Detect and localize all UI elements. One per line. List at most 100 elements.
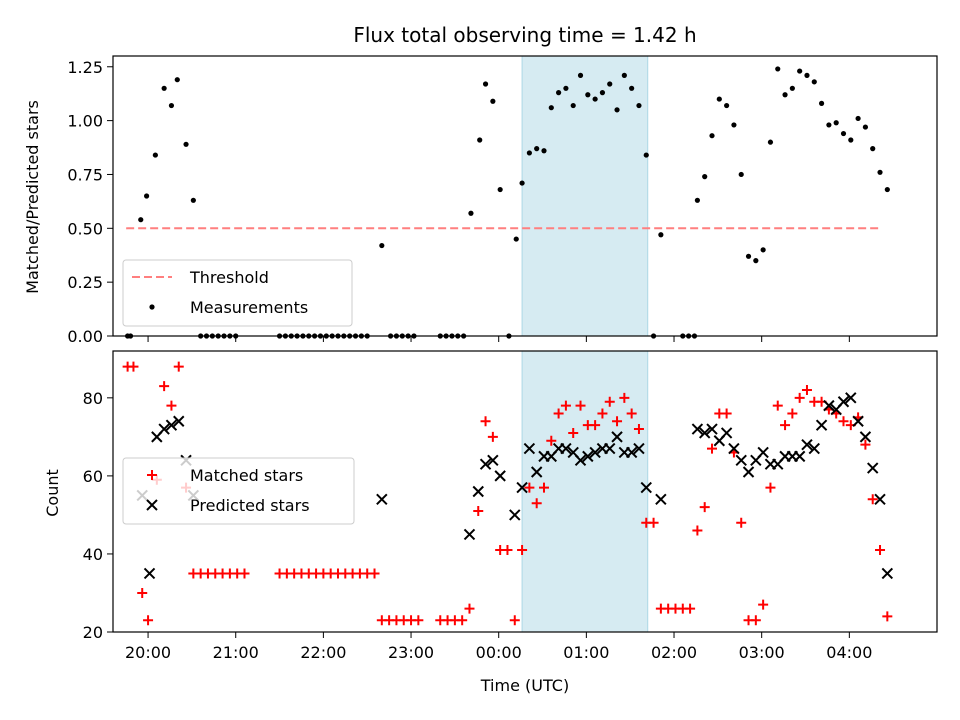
matched-stars-point <box>750 615 761 626</box>
predicted-stars-point <box>815 419 828 431</box>
matched-stars-point <box>685 603 696 614</box>
matched-stars-point <box>838 416 849 427</box>
panel-counts: 20 40 60 80 20:00 21:00 22:00 23:00 00:00 01:00 02… <box>83 350 938 662</box>
measurement-point <box>190 197 196 203</box>
matched-stars-point <box>699 502 710 513</box>
matched-stars-point <box>568 427 579 438</box>
observing-window-band <box>521 55 649 337</box>
measurement-point <box>497 186 503 193</box>
matched-stars-point <box>487 431 498 442</box>
matched-stars-point <box>612 416 623 427</box>
measurement-point <box>556 90 562 96</box>
matched-stars-point <box>758 599 769 610</box>
matched-stars-point <box>860 439 871 450</box>
matched-stars-point <box>597 408 608 419</box>
predicted-stars-point <box>881 567 894 580</box>
measurement-point <box>694 197 700 203</box>
chart-title: Flux total observing time = 1.42 h <box>353 23 696 47</box>
matched-stars-point <box>626 408 637 419</box>
matched-stars-point <box>457 615 468 626</box>
matched-stars-point <box>553 408 564 419</box>
measurement-point <box>709 133 715 139</box>
predicted-stars-point <box>640 481 652 494</box>
matched-stars-point <box>502 545 513 556</box>
x-tick-label: 03:00 <box>739 643 785 662</box>
y-tick-label: 40 <box>83 545 103 564</box>
matched-stars-point <box>794 392 805 403</box>
legend-label: Predicted stars <box>190 496 310 515</box>
axes-frame <box>112 350 938 633</box>
observing-window-band <box>521 350 649 633</box>
measurement-point <box>534 146 540 152</box>
predicted-stars-point <box>655 493 667 506</box>
predicted-stars-point <box>837 396 850 408</box>
matched-stars-point <box>648 517 659 528</box>
measurement-point <box>468 210 474 216</box>
measurement-point <box>797 68 803 74</box>
y-tick-label: 80 <box>83 389 103 408</box>
legend-label: Matched stars <box>190 466 303 485</box>
measurement-point <box>643 152 649 158</box>
predicted-stars-point <box>859 431 872 443</box>
predicted-stars-point <box>611 431 623 443</box>
measurement-point <box>738 171 744 178</box>
matched-stars-point <box>801 385 812 396</box>
y-tick-label: 0.00 <box>67 327 103 346</box>
measurement-point <box>716 96 722 102</box>
x-tick-label: 00:00 <box>476 643 522 662</box>
x-tick-label: 20:00 <box>125 643 171 662</box>
matched-stars-point <box>707 443 718 454</box>
legend-box <box>122 457 355 525</box>
measurement-point <box>629 85 635 91</box>
measurement-point <box>548 105 554 111</box>
y-tick-label: 0.50 <box>67 219 103 238</box>
predicted-stars-point <box>823 399 835 412</box>
measurement-point <box>782 92 788 98</box>
x-tick-label: 22:00 <box>300 643 346 662</box>
predicted-stars-point <box>793 450 806 463</box>
x-axis-label: Time (UTC) <box>480 676 569 695</box>
measurement-point <box>585 92 591 98</box>
matched-stars-point <box>590 420 601 431</box>
matched-stars-point <box>546 435 557 446</box>
measurement-point <box>870 146 876 152</box>
predicted-stars-point <box>633 442 645 455</box>
measurement-point <box>848 137 854 143</box>
predicted-stars-point <box>472 485 484 498</box>
measurement-point <box>621 72 627 78</box>
matched-stars-point <box>538 482 549 493</box>
y-tick-label: 0.75 <box>67 165 103 184</box>
predicted-stars-point <box>852 415 864 427</box>
matched-stars-point <box>480 416 491 427</box>
predicted-stars-point <box>560 442 572 455</box>
predicted-stars-point <box>487 454 499 466</box>
x-tick-label: 04:00 <box>826 643 872 662</box>
predicted-stars-point <box>808 442 820 455</box>
legend-predicted-swatch <box>146 499 158 511</box>
series-matched-stars <box>122 361 893 626</box>
measurement-point <box>636 102 642 109</box>
matched-stars-point <box>464 603 475 614</box>
measurement-point <box>477 137 483 143</box>
x-tick-label: 21:00 <box>213 643 259 662</box>
x-tick-label: 01:00 <box>563 643 609 662</box>
predicted-stars-point <box>143 567 156 580</box>
predicted-stars-point <box>165 419 178 431</box>
matched-stars-point <box>473 506 484 517</box>
measurement-point <box>168 102 175 109</box>
measurement-point <box>482 81 489 87</box>
matched-stars-point <box>867 494 878 505</box>
matched-stars-point <box>575 400 586 411</box>
y-tick-label: 20 <box>83 623 103 642</box>
matched-stars-point <box>721 408 732 419</box>
x-tick-label: 23:00 <box>388 643 434 662</box>
predicted-stars-point <box>845 392 857 404</box>
matched-stars-point <box>128 361 139 372</box>
predicted-stars-point <box>728 442 740 455</box>
predicted-stars-point <box>801 438 813 451</box>
measurement-point <box>161 85 167 91</box>
predicted-stars-point <box>479 458 492 470</box>
legend: Threshold Measurements <box>122 259 353 327</box>
matched-stars-point <box>369 568 380 579</box>
measurement-point <box>526 150 532 156</box>
